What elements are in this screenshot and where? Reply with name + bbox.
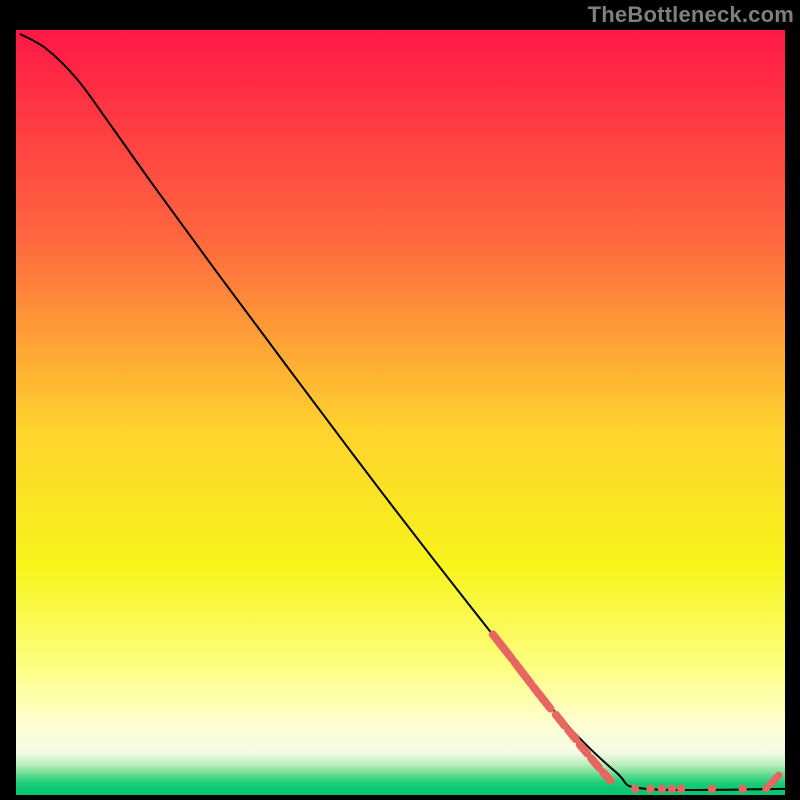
gradient-background <box>16 30 785 795</box>
chart-frame: TheBottleneck.com <box>0 0 800 800</box>
watermark-label: TheBottleneck.com <box>588 2 794 28</box>
plot-svg <box>16 30 785 795</box>
plot-area <box>16 30 785 795</box>
